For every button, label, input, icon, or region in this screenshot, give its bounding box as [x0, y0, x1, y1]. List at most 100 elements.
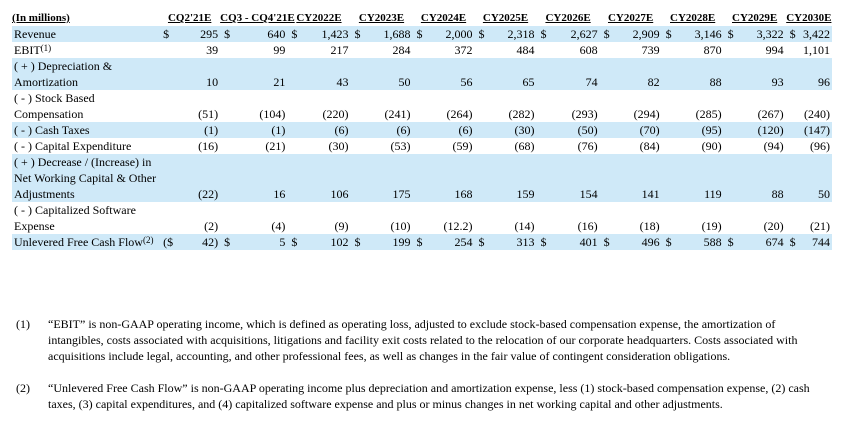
cell-value: (282)	[508, 107, 535, 121]
cell-value: (20)	[763, 219, 784, 233]
table-cell: 56	[412, 58, 475, 90]
cell-value: 39	[206, 43, 219, 57]
column-header: CY2027E	[607, 12, 654, 24]
row-label-text: ( + ) Depreciation & Amortization	[14, 59, 113, 89]
table-cell: (12.2)	[413, 202, 475, 234]
table-cell: 74	[536, 58, 600, 90]
table-cell: $5	[220, 234, 288, 250]
footnote-ref: (2)	[142, 235, 154, 245]
cell-value: (84)	[639, 139, 660, 153]
table-cell: 994	[724, 42, 786, 58]
table-cell: (20)	[724, 202, 786, 234]
cell-value: (90)	[701, 139, 722, 153]
cell-value: (19)	[701, 219, 722, 233]
column-header: CY2026E	[545, 12, 591, 24]
table-cell: 168	[412, 154, 475, 202]
table-cell: 10	[159, 58, 221, 90]
cell-value: 50	[398, 75, 411, 89]
cell-value: 739	[641, 43, 660, 57]
table-cell: 159	[474, 154, 537, 202]
table-cell: 739	[600, 42, 662, 58]
column-header: CY2029E	[732, 12, 778, 24]
table-cell: (70)	[599, 122, 662, 138]
cell-value: 102	[330, 235, 349, 249]
cell-value: (240)	[804, 107, 830, 121]
table-cell: (9)	[287, 202, 350, 234]
cell-value: 484	[516, 43, 535, 57]
cell-value: 401	[579, 235, 598, 249]
table-cell: 870	[662, 42, 724, 58]
table-cell: (16)	[537, 202, 600, 234]
currency-symbol: $	[478, 235, 485, 249]
cell-value: 50	[818, 187, 830, 201]
table-cell: $295	[159, 26, 221, 42]
currency-symbol: ($	[163, 235, 174, 249]
table-cell: 16	[220, 154, 288, 202]
column-header: CY2025E	[482, 12, 529, 24]
table-cell: $1,688	[350, 26, 413, 42]
cell-value: (293)	[571, 107, 598, 121]
currency-symbol: $	[224, 235, 231, 249]
cell-value: (30)	[514, 123, 535, 137]
currency-symbol: $	[603, 27, 610, 41]
table-row: ( - ) Capital Expenditure (16) (21) (30) (53…	[12, 138, 832, 154]
table-cell: (18)	[600, 202, 662, 234]
cell-value: 744	[812, 235, 830, 249]
table-cell: 141	[599, 154, 662, 202]
footnote-text: “Unlevered Free Cash Flow” is non-GAAP o…	[48, 381, 810, 411]
table-cell: $254	[412, 234, 475, 250]
table-cell: $640	[220, 26, 288, 42]
row-label: Revenue	[12, 26, 160, 42]
cell-value: 674	[765, 235, 784, 249]
currency-symbol: $	[603, 235, 610, 249]
cell-value: (294)	[633, 107, 660, 121]
cell-value: 372	[454, 43, 473, 57]
financial-projections-table: (In millions) CQ2'21E CQ3 - CQ4'21E CY20…	[12, 10, 832, 250]
footnote-text: “EBIT” is non-GAAP operating income, whi…	[48, 317, 798, 363]
table-cell: 50	[785, 154, 832, 202]
cell-value: (21)	[810, 219, 830, 233]
table-cell: $3,322	[723, 26, 786, 42]
table-cell: $2,318	[474, 26, 537, 42]
column-header: CY2028E	[670, 12, 716, 24]
cell-value: 496	[641, 235, 660, 249]
table-cell: $744	[785, 234, 832, 250]
cell-value: 42)	[202, 235, 219, 249]
table-cell: $1,423	[287, 26, 351, 42]
table-cell: 217	[287, 42, 350, 58]
cell-value: (12.2)	[443, 219, 473, 233]
table-cell: 175	[350, 154, 413, 202]
cell-value: 3,146	[694, 27, 722, 41]
table-cell: 284	[350, 42, 412, 58]
table-cell: 82	[599, 58, 662, 90]
table-cell: $3,422	[785, 26, 832, 42]
table-cell: $313	[474, 234, 537, 250]
table-cell: 65	[474, 58, 537, 90]
cell-value: 994	[765, 43, 784, 57]
table-cell: (94)	[724, 138, 786, 154]
footnote-ref: (1)	[40, 43, 52, 53]
currency-symbol: $	[416, 235, 423, 249]
cell-value: (95)	[701, 123, 722, 137]
cell-value: 3,422	[803, 27, 830, 41]
table-cell: $2,000	[412, 26, 475, 42]
cell-value: (9)	[334, 219, 349, 233]
row-label: ( + ) Depreciation & Amortization	[12, 58, 160, 90]
table-cell: (50)	[536, 122, 600, 138]
cell-value: 168	[454, 187, 473, 201]
cell-value: 21	[273, 75, 286, 89]
table-cell: (120)	[723, 122, 786, 138]
cell-value: (76)	[577, 139, 598, 153]
cell-value: 5	[279, 235, 286, 249]
table-cell: (90)	[662, 138, 724, 154]
cell-value: 608	[579, 43, 598, 57]
cell-value: 870	[703, 43, 722, 57]
cell-value: 154	[579, 187, 598, 201]
column-header: CY2022E	[296, 12, 342, 24]
cell-value: 199	[392, 235, 411, 249]
row-label-text: ( - ) Capital Expenditure	[14, 139, 132, 153]
cell-value: 106	[330, 187, 349, 201]
cell-value: (147)	[804, 123, 830, 137]
table-cell: (104)	[220, 90, 287, 122]
table-cell: (76)	[537, 138, 600, 154]
